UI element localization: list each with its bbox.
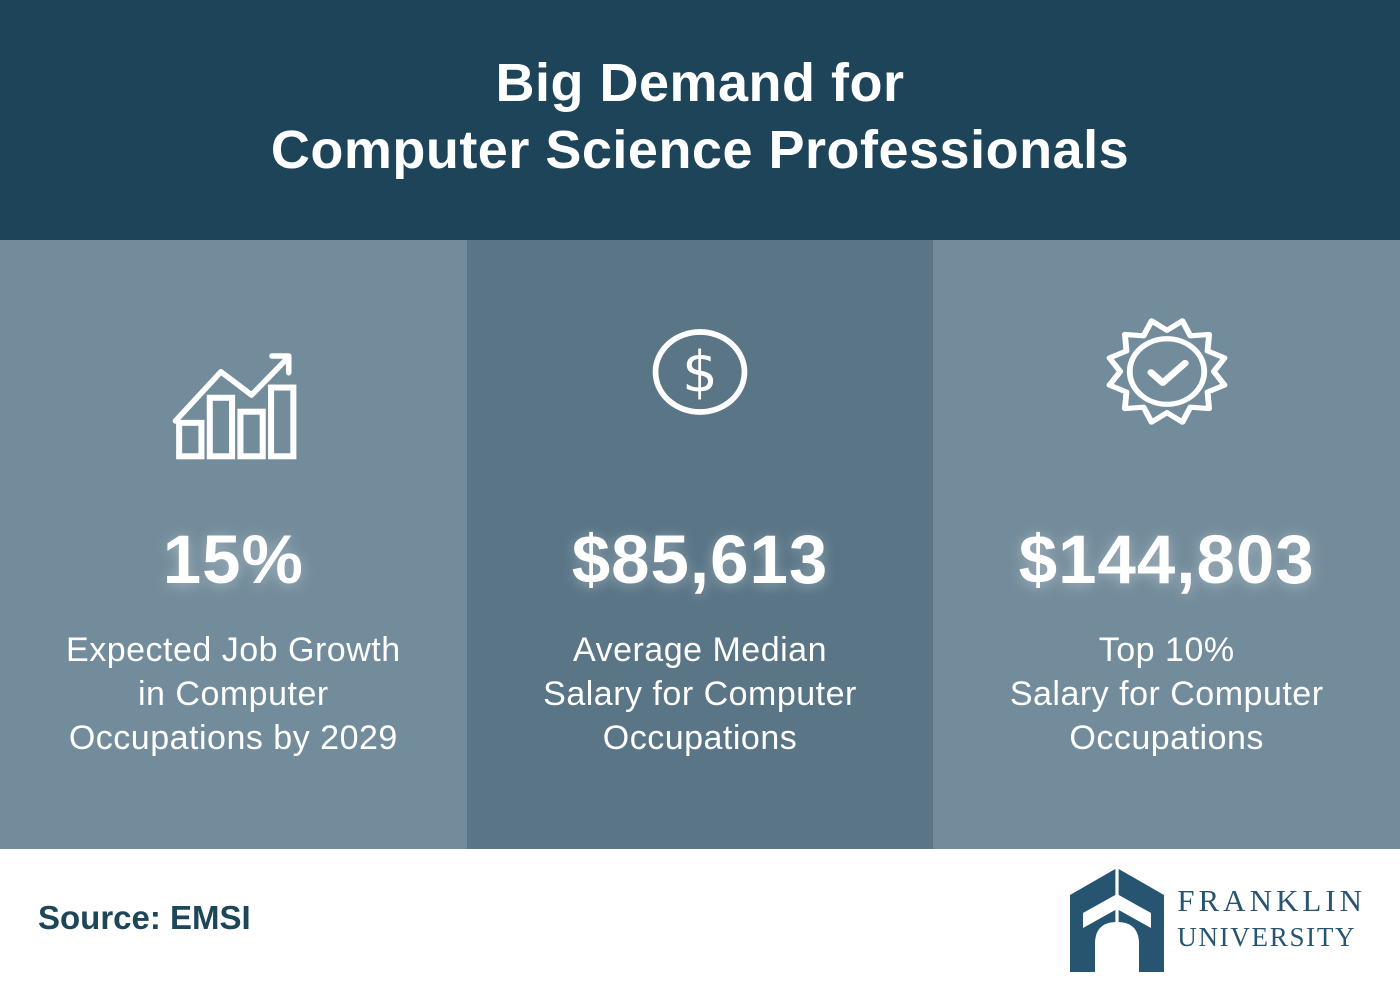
stat-value: 15% bbox=[162, 521, 304, 598]
stat-description: Expected Job Growth in Computer Occupati… bbox=[66, 631, 401, 758]
svg-text:$: $ bbox=[682, 340, 718, 405]
stat-card-icon-wrap bbox=[0, 322, 467, 467]
title-line2: Computer Science Professionals bbox=[270, 119, 1130, 180]
stat-value: $144,803 bbox=[1018, 521, 1315, 598]
stat-card-icon-wrap: $ bbox=[467, 322, 934, 467]
page-title: Big Demand for Computer Science Professi… bbox=[0, 50, 1400, 184]
franklin-logo-mark-icon bbox=[1070, 868, 1165, 972]
stat-card-icon-wrap bbox=[933, 318, 1400, 467]
dollar-sign-circle-icon: $ bbox=[652, 328, 748, 415]
stat-card-top-salary: $144,803 Top 10% Salary for Computer Occ… bbox=[933, 240, 1400, 849]
title-line1: Big Demand for bbox=[495, 53, 905, 113]
stats-cards: 15% Expected Job Growth in Computer Occu… bbox=[0, 240, 1400, 849]
source-label: Source: EMSI bbox=[38, 899, 251, 937]
logo-name: FRANKLIN bbox=[1177, 883, 1366, 918]
footer: Source: EMSI FRANKLIN UNIVERSITY bbox=[0, 849, 1400, 989]
logo-name-secondary: UNIVERSITY bbox=[1177, 922, 1357, 952]
stat-card-median-salary: $ $85,613 Average Median Salary for Comp… bbox=[466, 240, 934, 849]
stat-description: Average Median Salary for Computer Occup… bbox=[543, 631, 857, 758]
award-badge-check-icon bbox=[1106, 318, 1228, 425]
stat-value: $85,613 bbox=[571, 521, 829, 598]
bar-chart-growth-icon bbox=[172, 352, 297, 459]
stat-description: Top 10% Salary for Computer Occupations bbox=[1009, 631, 1324, 758]
stat-card-job-growth: 15% Expected Job Growth in Computer Occu… bbox=[0, 240, 467, 849]
header: Big Demand for Computer Science Professi… bbox=[0, 0, 1400, 240]
franklin-university-logo: FRANKLIN UNIVERSITY bbox=[1070, 868, 1366, 972]
logo-wordmark: FRANKLIN UNIVERSITY bbox=[1177, 883, 1366, 972]
